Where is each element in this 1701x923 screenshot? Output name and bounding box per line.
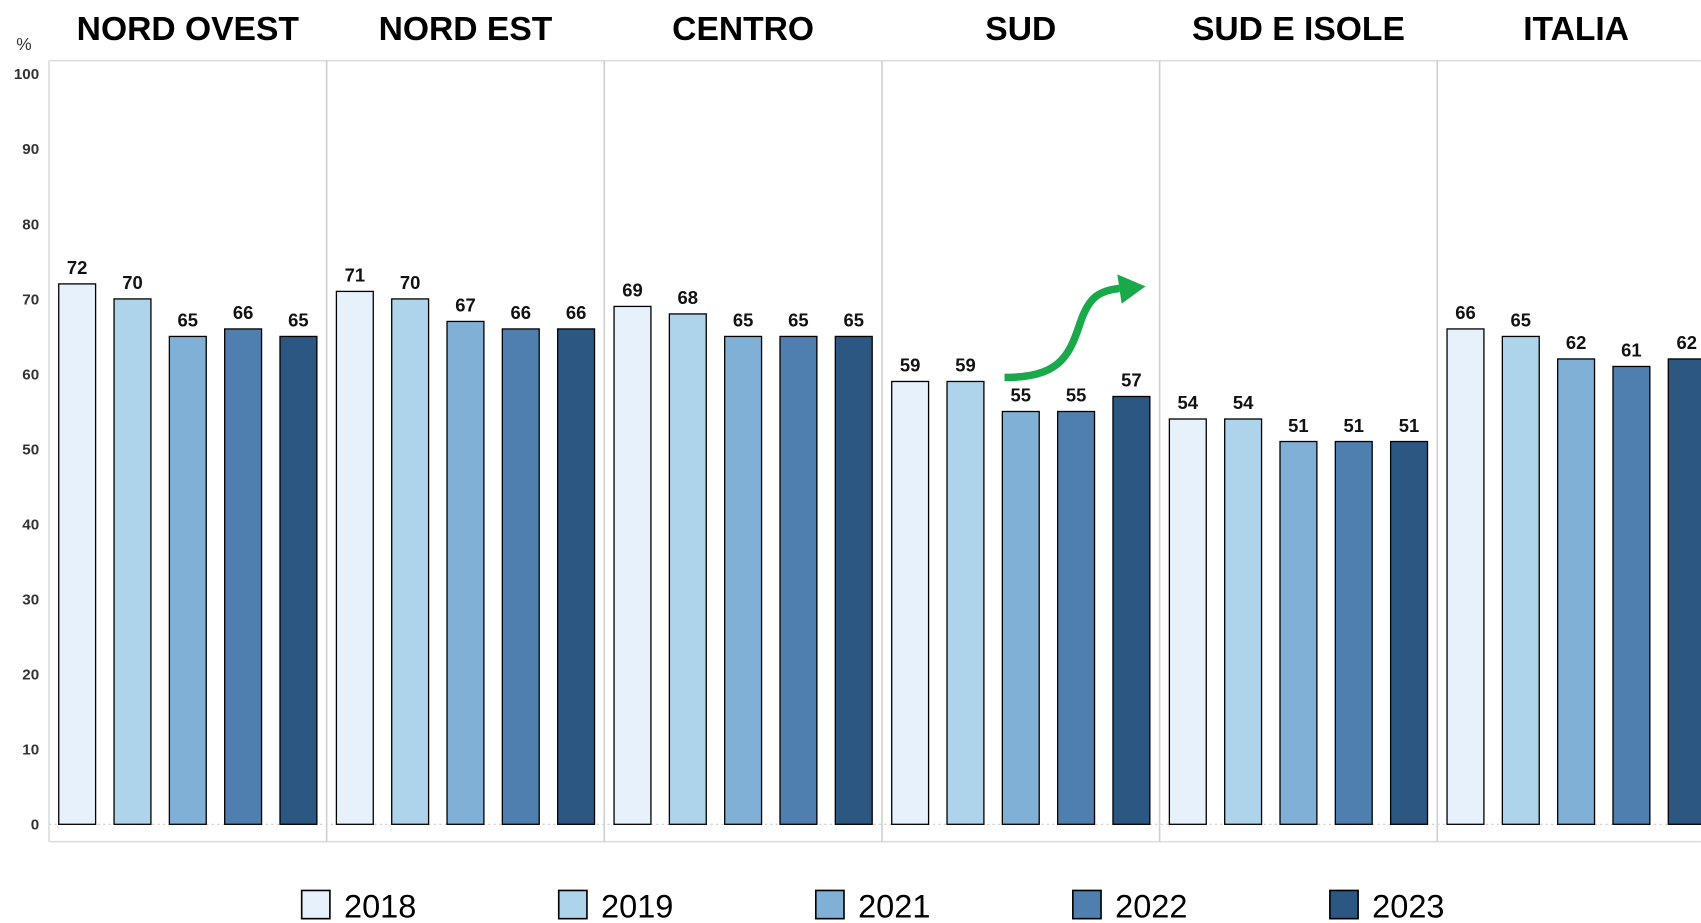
legend-swatch: [1329, 889, 1359, 920]
bar: [1168, 418, 1207, 825]
y-tick-label: 80: [22, 216, 39, 233]
value-label: 69: [622, 280, 643, 301]
value-label: 55: [1066, 385, 1087, 406]
legend-label: 2019: [601, 889, 673, 923]
value-label: 66: [1455, 302, 1476, 323]
y-tick-label: 0: [31, 817, 39, 834]
y-tick-label: 10: [22, 742, 39, 759]
y-tick-label: 100: [14, 66, 39, 83]
group-label: NORD EST: [379, 11, 553, 48]
bar: [668, 313, 707, 825]
value-label: 72: [67, 257, 88, 278]
y-tick-label: 30: [22, 592, 39, 609]
bar: [1112, 395, 1151, 825]
value-label: 62: [1676, 332, 1697, 353]
bar: [501, 328, 540, 825]
value-label: 66: [566, 302, 587, 323]
value-label: 65: [844, 310, 865, 331]
group-label: NORD OVEST: [77, 11, 300, 48]
value-label: 67: [455, 295, 476, 316]
bar: [1557, 358, 1596, 825]
legend-label: 2023: [1372, 889, 1444, 923]
value-label: 59: [900, 355, 921, 376]
value-label: 65: [733, 310, 754, 331]
value-label: 51: [1288, 415, 1309, 436]
value-label: 59: [955, 355, 976, 376]
legend-swatch: [814, 889, 845, 920]
group-label: CENTRO: [672, 11, 814, 48]
value-label: 55: [1011, 385, 1032, 406]
bar: [446, 320, 485, 825]
value-label: 51: [1344, 415, 1365, 436]
bar: [1389, 440, 1429, 825]
value-label: 66: [511, 302, 532, 323]
bar: [1224, 418, 1263, 825]
bar: [834, 335, 873, 825]
bar: [613, 305, 652, 825]
value-label: 70: [122, 272, 142, 293]
bar: [279, 335, 318, 825]
legend-label: 2018: [344, 889, 416, 923]
bar: [168, 335, 207, 825]
value-label: 71: [345, 265, 366, 286]
y-tick-label: 50: [22, 441, 39, 458]
value-label: 57: [1121, 370, 1142, 391]
legend-swatch: [557, 889, 588, 920]
bar: [1057, 410, 1096, 825]
legend-swatch: [300, 889, 331, 920]
bar: [1446, 328, 1485, 825]
group-label: SUD E ISOLE: [1192, 11, 1405, 48]
trend-arrow: [1004, 284, 1120, 382]
value-label: 65: [178, 310, 199, 331]
value-label: 70: [400, 272, 421, 293]
bar: [335, 290, 374, 825]
y-axis-label: %: [16, 34, 31, 54]
y-tick-label: 60: [22, 366, 39, 383]
value-label: 65: [788, 310, 809, 331]
bar: [113, 298, 152, 825]
y-tick-label: 70: [22, 291, 39, 308]
value-label: 62: [1566, 332, 1587, 353]
bar: [779, 335, 818, 825]
value-label: 66: [233, 302, 254, 323]
bar: [1334, 440, 1373, 825]
value-label: 61: [1621, 340, 1642, 361]
bar: [1001, 410, 1040, 825]
trend-arrow-head: [1117, 274, 1146, 304]
bar: [1501, 335, 1540, 825]
bar: [391, 298, 430, 825]
value-label: 51: [1399, 415, 1420, 436]
bar: [946, 380, 985, 825]
bar: [1612, 365, 1651, 825]
bar: [891, 380, 930, 825]
bar: [1667, 358, 1701, 825]
bar: [58, 283, 97, 825]
y-tick-label: 20: [22, 667, 39, 684]
y-tick-label: 90: [22, 141, 39, 158]
bar: [724, 335, 763, 825]
legend-label: 2022: [1115, 889, 1187, 923]
y-tick-label: 40: [22, 517, 39, 534]
value-label: 65: [1511, 310, 1532, 331]
value-label: 54: [1178, 392, 1199, 413]
value-label: 65: [288, 310, 309, 331]
legend-swatch: [1072, 889, 1102, 920]
value-label: 68: [678, 287, 699, 308]
bar: [1279, 440, 1318, 825]
bar: [557, 328, 596, 825]
group-label: ITALIA: [1523, 11, 1629, 48]
bar: [224, 328, 263, 825]
group-label: SUD: [985, 11, 1056, 48]
value-label: 54: [1233, 392, 1254, 413]
legend-label: 2021: [858, 889, 930, 923]
